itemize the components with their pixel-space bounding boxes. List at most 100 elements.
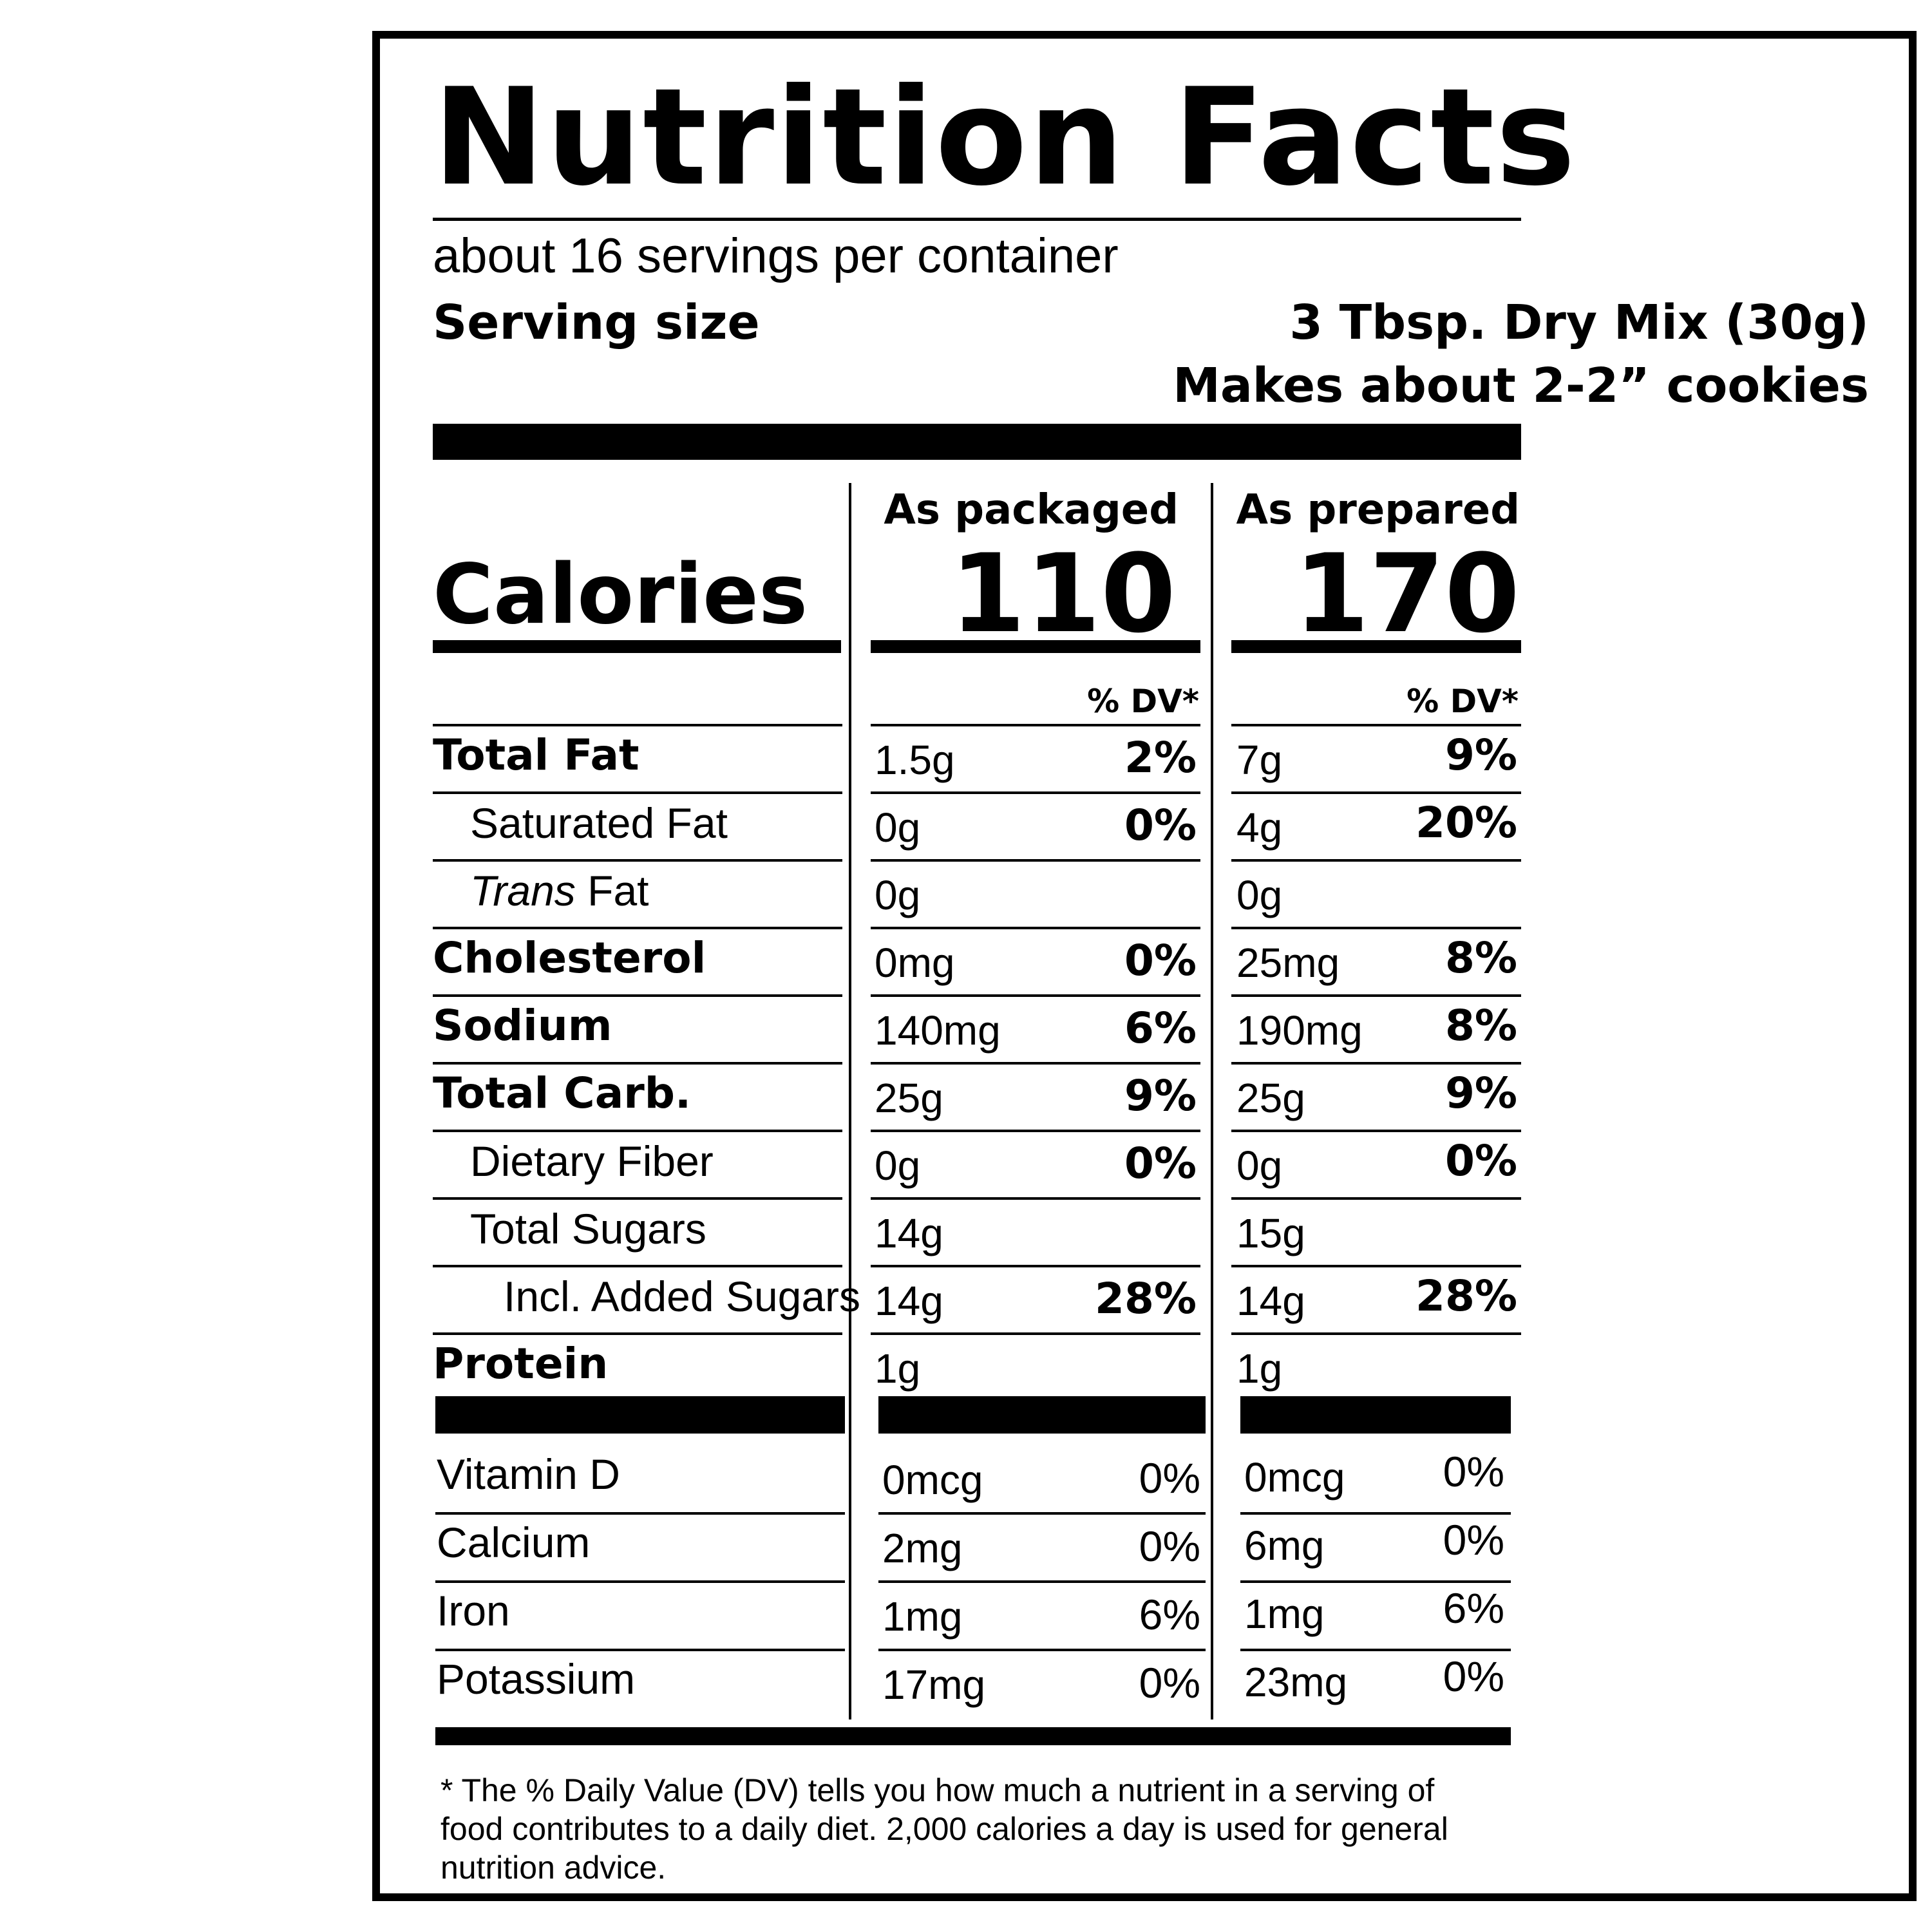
row-rule-label [433, 1265, 842, 1267]
column-divider-1 [849, 483, 851, 1719]
packaged-amount: 25g [875, 1075, 943, 1121]
calories-rule-packaged [871, 640, 1200, 653]
thick-rule-vitamins-packaged [878, 1396, 1206, 1434]
calories-rule-label [433, 640, 841, 653]
nutrient-name: Protein [433, 1339, 609, 1388]
vitamin-rule-prepared [1240, 1580, 1511, 1583]
nutrient-name: Trans Fat [470, 869, 649, 912]
row-rule-label [433, 1332, 842, 1335]
prepared-dv: 8% [1444, 933, 1517, 983]
vitamin-name: Iron [437, 1587, 510, 1634]
row-rule-label [433, 927, 842, 929]
row-rule-packaged [871, 1062, 1200, 1065]
serving-size-label: Serving size [433, 295, 760, 350]
prepared-amount: 25g [1236, 1075, 1305, 1121]
row-rule-prepared [1231, 1265, 1521, 1267]
calories-label: Calories [433, 547, 808, 643]
vitamin-prepared-dv: 0% [1443, 1516, 1504, 1564]
row-rule-prepared [1231, 791, 1521, 794]
prepared-amount: 14g [1236, 1278, 1305, 1324]
calories-prepared: 170 [1294, 531, 1520, 657]
nutrient-name: Total Sugars [470, 1205, 706, 1253]
row-rule-packaged [871, 791, 1200, 794]
thick-rule-vitamins-prepared [1240, 1396, 1511, 1434]
footnote: * The % Daily Value (DV) tells you how m… [440, 1772, 1448, 1886]
nutrient-name: Sodium [433, 1001, 612, 1050]
packaged-amount: 0g [875, 804, 921, 851]
prepared-amount: 4g [1236, 804, 1283, 851]
column-divider-2 [1211, 483, 1213, 1719]
prepared-amount: 25mg [1236, 940, 1340, 986]
prepared-amount: 0g [1236, 1142, 1283, 1189]
vitamin-prepared-amount: 6mg [1244, 1522, 1325, 1569]
packaged-amount: 0g [875, 1142, 921, 1189]
prepared-dv: 8% [1444, 1001, 1517, 1050]
row-rule-prepared [1231, 724, 1521, 726]
label-title: Nutrition Facts [433, 60, 1577, 216]
row-rule-packaged [871, 1197, 1200, 1200]
calories-rule-prepared [1231, 640, 1521, 653]
row-rule-label [433, 724, 842, 726]
vitamin-prepared-dv: 0% [1443, 1653, 1504, 1700]
servings-per-container: about 16 servings per container [433, 229, 1119, 283]
row-rule-prepared [1231, 994, 1521, 997]
row-rule-prepared [1231, 1130, 1521, 1132]
packaged-amount: 1.5g [875, 737, 955, 783]
vitamin-packaged-amount: 0mcg [882, 1457, 983, 1503]
prepared-dv: 9% [1444, 730, 1517, 780]
prepared-amount: 7g [1236, 737, 1283, 783]
row-rule-prepared [1231, 859, 1521, 862]
row-rule-label [433, 791, 842, 794]
vitamin-packaged-amount: 2mg [882, 1525, 963, 1571]
vitamin-rule-packaged [878, 1649, 1206, 1651]
row-rule-prepared [1231, 1332, 1521, 1335]
vitamin-packaged-dv: 6% [1139, 1591, 1200, 1638]
nutrient-name: Dietary Fiber [470, 1137, 714, 1185]
vitamin-rule-prepared [1240, 1649, 1511, 1651]
packaged-dv: 9% [1124, 1071, 1197, 1121]
row-rule-prepared [1231, 1062, 1521, 1065]
nutrient-name-italic: Trans [470, 867, 576, 914]
column-heading-prepared: As prepared [1236, 486, 1520, 534]
packaged-dv: 0% [1124, 936, 1197, 985]
vitamin-prepared-dv: 0% [1443, 1448, 1504, 1495]
row-rule-prepared [1231, 927, 1521, 929]
dv-heading-prepared: % DV* [1406, 683, 1519, 720]
nutrient-name: Incl. Added Sugars [504, 1273, 861, 1320]
vitamin-rule-packaged [878, 1512, 1206, 1515]
calories-packaged: 110 [950, 531, 1176, 657]
nutrient-name: Cholesterol [433, 933, 706, 983]
packaged-amount: 0g [875, 872, 921, 918]
packaged-amount: 14g [875, 1278, 943, 1324]
vitamin-name: Vitamin D [437, 1450, 620, 1498]
nutrient-name: Total Fat [433, 730, 639, 780]
prepared-dv: 20% [1416, 798, 1517, 848]
row-rule-prepared [1231, 1197, 1521, 1200]
vitamin-packaged-dv: 0% [1139, 1454, 1200, 1502]
prepared-amount: 15g [1236, 1210, 1305, 1256]
nutrition-facts-label: Nutrition Facts about 16 servings per co… [372, 31, 1917, 1901]
row-rule-label [433, 994, 842, 997]
packaged-dv: 0% [1124, 800, 1197, 850]
row-rule-label [433, 1062, 842, 1065]
makes-about: Makes about 2-2” cookies [1173, 358, 1869, 413]
row-rule-packaged [871, 927, 1200, 929]
vitamin-rule-label [435, 1580, 845, 1583]
prepared-dv: 28% [1416, 1271, 1517, 1321]
vitamin-packaged-amount: 17mg [882, 1662, 986, 1708]
row-rule-label [433, 1197, 842, 1200]
packaged-dv: 28% [1095, 1274, 1197, 1323]
row-rule-packaged [871, 724, 1200, 726]
vitamin-prepared-amount: 1mg [1244, 1591, 1325, 1637]
row-rule-packaged [871, 1265, 1200, 1267]
title-rule [433, 218, 1521, 221]
row-rule-label [433, 1130, 842, 1132]
nutrient-name: Total Carb. [433, 1068, 692, 1118]
vitamin-packaged-dv: 0% [1139, 1659, 1200, 1707]
vitamin-rule-packaged [878, 1580, 1206, 1583]
serving-size-value: 3 Tbsp. Dry Mix (30g) [1289, 295, 1869, 350]
prepared-amount: 0g [1236, 872, 1283, 918]
packaged-dv: 6% [1124, 1003, 1197, 1053]
nutrient-name-rest: Fat [575, 867, 649, 914]
thick-rule-top [433, 424, 1521, 460]
